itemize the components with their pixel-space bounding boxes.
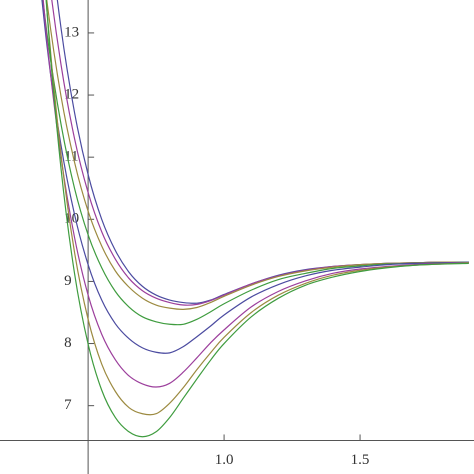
y-tick-label: 13 [64, 24, 79, 40]
y-tick-label: 7 [64, 397, 72, 413]
x-tick-label: 1.5 [351, 452, 370, 468]
curve [56, 0, 469, 304]
curve [45, 0, 469, 438]
y-tick-label: 8 [64, 335, 72, 351]
curve [45, 0, 469, 416]
curve [42, 0, 469, 388]
curve [51, 0, 469, 306]
curve [46, 0, 469, 310]
curve [41, 0, 469, 354]
y-tick-label: 9 [64, 273, 72, 289]
x-tick-label: 1.0 [215, 452, 234, 468]
curve [42, 0, 469, 326]
